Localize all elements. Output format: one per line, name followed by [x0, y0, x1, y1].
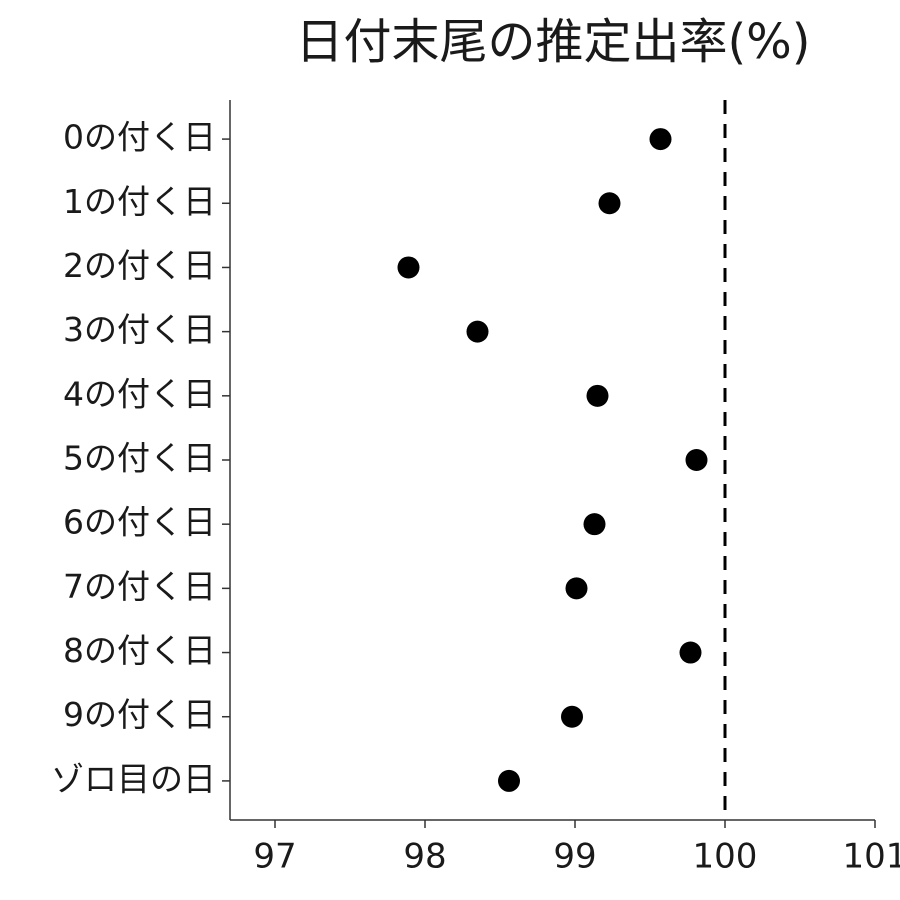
- chart-title: 日付末尾の推定出率(%): [295, 14, 810, 70]
- dot: [679, 641, 702, 664]
- x-tick-label: 100: [693, 837, 758, 877]
- y-tick-label: 5の付く日: [63, 439, 216, 478]
- y-tick-label: 9の付く日: [63, 695, 216, 734]
- dot: [397, 256, 420, 279]
- dot: [565, 577, 588, 600]
- y-tick-label: 6の付く日: [63, 503, 216, 542]
- dot: [498, 769, 520, 792]
- y-tick-label: 4の付く日: [63, 374, 216, 413]
- x-tick-label: 101: [843, 837, 900, 877]
- x-tick-label: 97: [253, 837, 296, 877]
- y-tick-label: ゾロ目の日: [51, 759, 216, 798]
- dot: [561, 705, 583, 728]
- dot: [649, 128, 672, 151]
- dot: [598, 192, 621, 215]
- y-tick-label: 1の付く日: [63, 182, 216, 221]
- dot: [586, 384, 609, 407]
- dot: [466, 320, 489, 343]
- y-tick-label: 3の付く日: [63, 310, 216, 349]
- dot: [583, 513, 606, 536]
- y-tick-label: 7の付く日: [63, 567, 216, 606]
- dot: [685, 449, 708, 471]
- y-tick-label: 2の付く日: [63, 246, 216, 285]
- x-tick-label: 98: [403, 837, 446, 877]
- y-tick-label: 8の付く日: [63, 631, 216, 670]
- x-tick-label: 99: [553, 837, 596, 877]
- y-tick-label: 0の付く日: [63, 118, 216, 157]
